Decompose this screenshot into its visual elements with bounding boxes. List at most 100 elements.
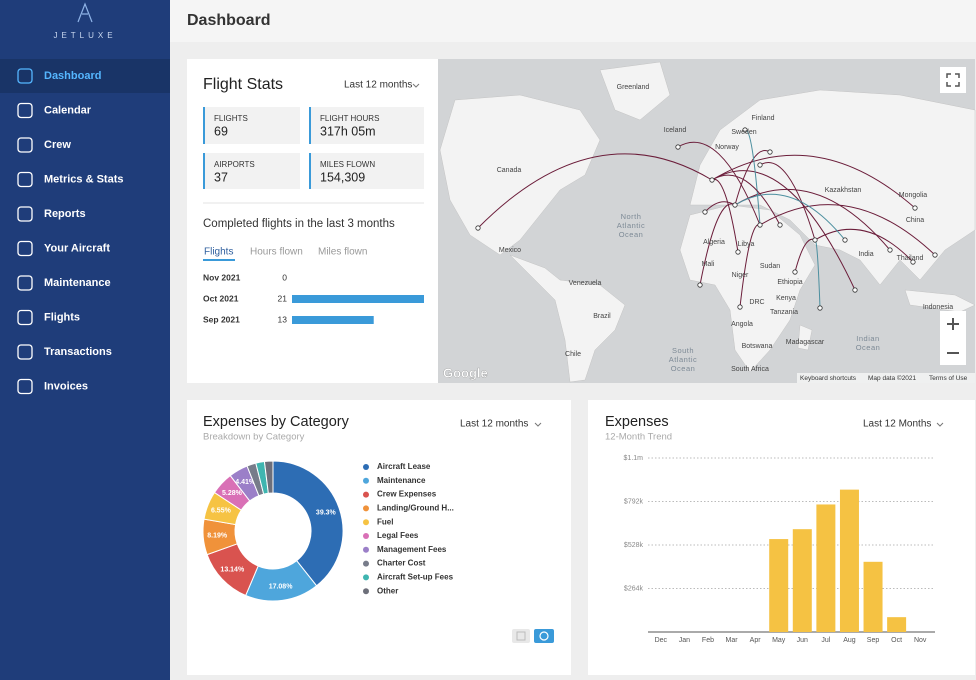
stat-accent <box>309 107 311 144</box>
land <box>599 61 671 121</box>
airport <box>777 222 783 228</box>
route <box>704 201 736 213</box>
stat-box <box>203 153 300 189</box>
tab[interactable]: Miles flown <box>318 247 367 258</box>
nav-item[interactable]: Calendar <box>44 104 92 116</box>
land <box>509 254 626 383</box>
map-attribution[interactable]: Keyboard shortcuts <box>800 375 857 382</box>
x-tick-label: Nov <box>914 637 927 644</box>
table-view-toggle[interactable] <box>512 629 530 643</box>
nav-icon <box>17 309 33 326</box>
stat-box <box>309 153 424 189</box>
map-label: Kenya <box>776 295 796 302</box>
flight-bar <box>292 316 374 324</box>
legend-label: Maintenance <box>377 476 426 485</box>
legend-dot <box>363 505 369 512</box>
sidebar <box>0 0 170 680</box>
stat-label: FLIGHTS <box>214 114 248 123</box>
stat-label: MILES FLOWN <box>320 160 375 169</box>
chart-view-icon <box>539 631 549 641</box>
tab[interactable]: Flights <box>204 247 233 258</box>
slice-label: 39.3% <box>316 509 337 516</box>
nav-icon <box>17 68 33 84</box>
chart-view-toggle[interactable] <box>534 629 554 643</box>
airport <box>852 287 858 293</box>
logo: JETLUXE <box>53 31 116 40</box>
legend-dot <box>363 574 369 581</box>
x-tick-label: Oct <box>891 637 902 644</box>
nav-item[interactable]: Your Aircraft <box>44 242 110 254</box>
legend-dot <box>363 491 369 498</box>
legend-label: Fuel <box>377 517 393 526</box>
airport <box>812 237 818 243</box>
nav-icon <box>17 240 33 257</box>
nav-item[interactable]: Transactions <box>44 346 112 358</box>
airport <box>735 249 741 255</box>
stat-label: FLIGHT HOURS <box>320 114 379 123</box>
airport <box>842 237 848 243</box>
nav-item[interactable]: Invoices <box>44 380 88 392</box>
airport <box>817 305 823 311</box>
nav-active-bg <box>0 59 170 93</box>
route <box>814 228 914 263</box>
nav-item[interactable]: Flights <box>44 311 80 323</box>
stat-value: 317h 05m <box>320 124 376 138</box>
x-tick-label: Jul <box>821 637 830 644</box>
stat-value: 37 <box>214 170 228 184</box>
bar <box>863 561 883 632</box>
map-label: Ethiopia <box>777 279 802 286</box>
nav-item[interactable]: Crew <box>44 139 71 151</box>
route <box>699 203 736 286</box>
map-label: DRC <box>749 299 764 306</box>
airport <box>697 282 703 288</box>
bar <box>792 529 812 632</box>
period-select[interactable]: Last 12 months <box>344 80 412 91</box>
donut-slice <box>263 460 274 494</box>
route <box>759 162 816 241</box>
nav-item[interactable]: Maintenance <box>44 277 111 289</box>
tab[interactable]: Hours flown <box>250 247 303 258</box>
period-select[interactable]: Last 12 months <box>460 419 528 430</box>
chevron <box>412 83 420 88</box>
row-value: 13 <box>278 314 288 324</box>
row-label: Nov 2021 <box>203 272 241 282</box>
section-title: Completed flights in the last 3 months <box>203 218 395 230</box>
x-tick-label: Jan <box>679 637 690 644</box>
legend-dot <box>363 560 369 567</box>
land <box>797 324 813 351</box>
fullscreen-button[interactable] <box>940 67 966 93</box>
row-value: 21 <box>278 293 288 303</box>
nav-item[interactable]: Reports <box>44 208 86 220</box>
route <box>477 153 713 229</box>
legend-label: Crew Expenses <box>377 490 437 499</box>
row-value: 0 <box>282 272 287 282</box>
legend-label: Other <box>377 586 398 595</box>
x-tick-label: Dec <box>655 637 668 644</box>
row-label: Oct 2021 <box>203 293 239 303</box>
stat-accent <box>203 153 205 189</box>
card-subtitle: 12-Month Trend <box>605 432 672 443</box>
slice-label: 5.28% <box>222 490 243 497</box>
ocean-label: South <box>672 346 694 355</box>
map-attribution[interactable]: Terms of Use <box>929 375 968 382</box>
map-label: Niger <box>732 272 749 279</box>
y-tick-label: $792k <box>624 498 644 505</box>
legend-label: Aircraft Set-up Fees <box>377 573 454 582</box>
airport <box>932 252 938 258</box>
legend-dot <box>363 588 369 595</box>
airport <box>475 225 481 231</box>
ocean-label: Atlantic <box>669 355 698 364</box>
nav-icon <box>17 102 33 119</box>
airport <box>732 202 738 208</box>
map-label: Algeria <box>703 239 725 246</box>
y-tick-label: $528k <box>624 542 644 549</box>
period-select[interactable]: Last 12 Months <box>863 419 931 430</box>
nav-icon <box>17 206 33 222</box>
nav-item[interactable]: Dashboard <box>44 70 101 82</box>
map-label: Greenland <box>617 84 650 91</box>
route <box>734 193 846 241</box>
nav-item[interactable]: Metrics & Stats <box>44 173 123 185</box>
map-land <box>439 61 976 383</box>
